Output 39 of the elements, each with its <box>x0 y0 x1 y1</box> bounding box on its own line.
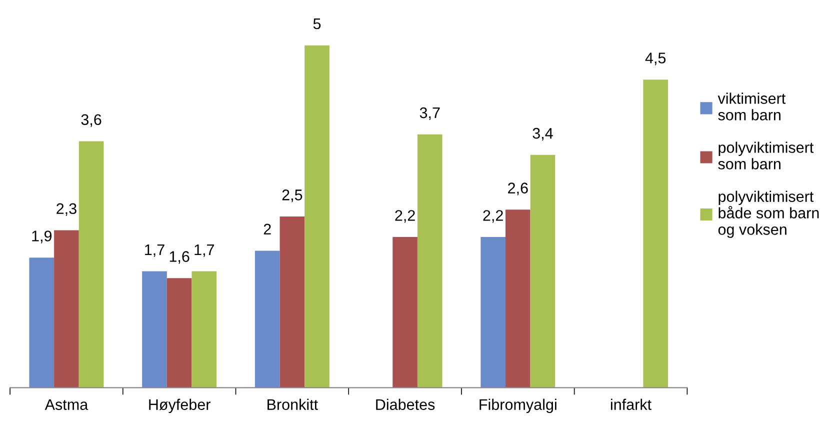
data-label: 2,2 <box>483 210 503 223</box>
data-label: 1,7 <box>194 244 214 257</box>
bar <box>417 134 442 388</box>
data-label: 2,2 <box>395 210 415 223</box>
bar <box>254 250 280 388</box>
bar <box>505 210 530 388</box>
x-tick-label: Høyfeber <box>149 398 210 414</box>
legend-label: viktimisert som barn <box>718 92 786 120</box>
data-label: 4,5 <box>645 52 666 66</box>
data-label: 2,5 <box>282 190 302 202</box>
data-label: 3,7 <box>420 107 440 120</box>
x-tick-label: Fibromyalgi <box>480 398 556 414</box>
bar <box>166 278 192 388</box>
bar <box>54 230 79 388</box>
data-label: 1,9 <box>32 230 52 244</box>
data-label: 2,3 <box>56 203 76 216</box>
bar <box>192 271 217 388</box>
x-tick-label: Diabetes <box>376 398 435 410</box>
legend-label: polyviktimisert som barn <box>718 142 814 170</box>
data-label: 2 <box>264 224 271 234</box>
bar <box>29 258 54 388</box>
data-label: 2,6 <box>508 182 528 196</box>
bar <box>304 45 330 388</box>
bar <box>530 154 556 388</box>
data-label: 1,6 <box>170 251 190 264</box>
bar <box>480 237 506 388</box>
x-tick-label: Bronkitt <box>268 398 318 410</box>
bar <box>280 216 305 388</box>
x-tick-label: Astma <box>44 399 88 410</box>
bar <box>392 237 418 388</box>
data-label: 1,7 <box>145 244 164 257</box>
bar <box>643 80 668 388</box>
bar <box>78 141 104 388</box>
data-label: 5 <box>313 18 321 30</box>
legend-label: polyviktimisert både som barn og voksen <box>718 190 819 238</box>
data-label: 3,4 <box>532 128 553 141</box>
x-tick-label: infarkt <box>610 398 652 410</box>
data-label: 3,6 <box>81 114 102 127</box>
bar <box>142 271 167 388</box>
